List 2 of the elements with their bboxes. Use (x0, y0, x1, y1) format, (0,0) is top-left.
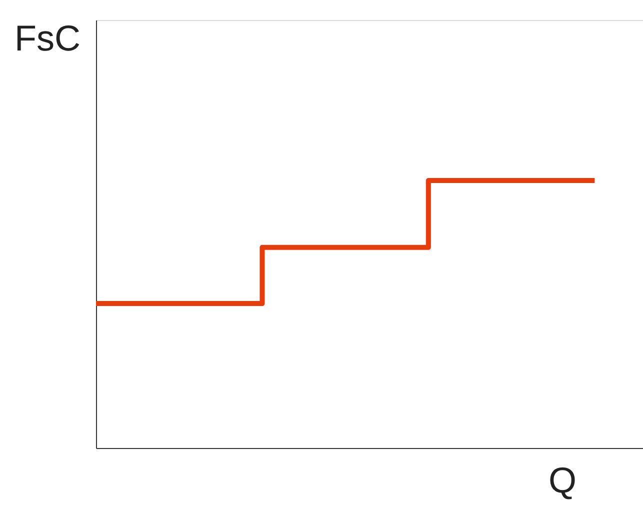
y-axis-title: FsC (14, 18, 80, 58)
x-axis-title: Q (548, 460, 577, 500)
